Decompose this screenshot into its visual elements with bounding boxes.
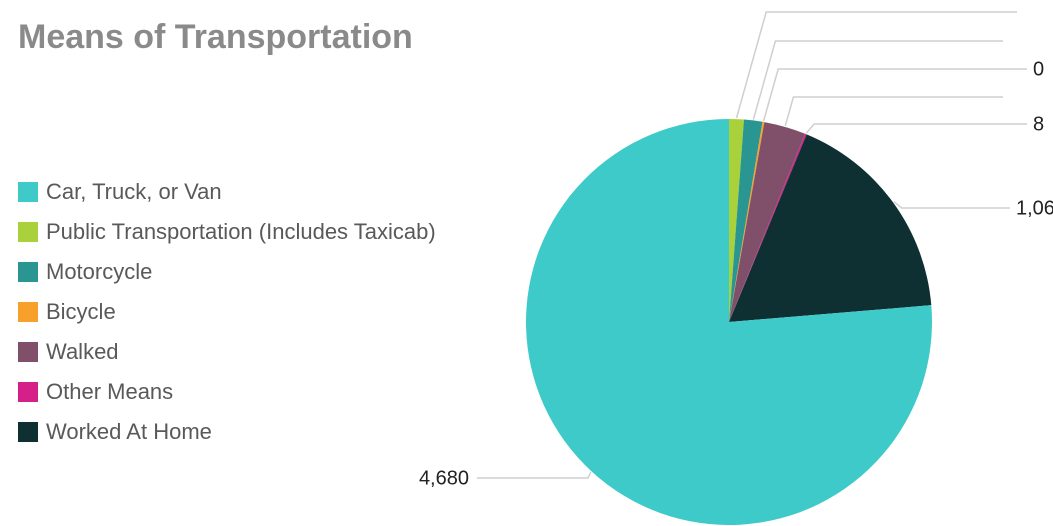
legend-item[interactable]: Other Means	[18, 372, 436, 412]
legend-swatch	[18, 302, 38, 322]
leader-line	[762, 68, 1027, 122]
legend-label: Worked At Home	[46, 419, 212, 444]
leader-line	[752, 40, 1003, 120]
legend-item[interactable]: Worked At Home	[18, 412, 436, 452]
legend-label: Bicycle	[46, 299, 116, 324]
legend-swatch	[18, 342, 38, 362]
legend-swatch	[18, 182, 38, 202]
legend-label: Public Transportation (Includes Taxicab)	[46, 219, 436, 244]
legend: Car, Truck, or Van Public Transportation…	[18, 172, 436, 452]
legend-swatch	[18, 422, 38, 442]
legend-swatch	[18, 262, 38, 282]
legend-label: Walked	[46, 339, 119, 364]
legend-label: Car, Truck, or Van	[46, 179, 222, 204]
pie-slice[interactable]	[729, 121, 765, 322]
legend-label: Motorcycle	[46, 259, 153, 284]
leader-line	[805, 123, 1027, 134]
leader-line	[784, 96, 1003, 127]
data-label: 4,680	[419, 467, 469, 489]
leader-line	[893, 201, 1010, 209]
leader-line	[735, 11, 1017, 119]
legend-item[interactable]: Walked	[18, 332, 436, 372]
legend-item[interactable]: Car, Truck, or Van	[18, 172, 436, 212]
legend-item[interactable]: Motorcycle	[18, 252, 436, 292]
data-label: 0	[1033, 58, 1044, 80]
pie-slice[interactable]	[729, 133, 807, 322]
legend-swatch	[18, 382, 38, 402]
data-label: 1,069	[1016, 197, 1053, 219]
leader-line	[477, 471, 592, 479]
data-label: 8	[1033, 113, 1044, 135]
pie-slice[interactable]	[729, 134, 932, 322]
pie-slice[interactable]	[525, 119, 932, 525]
pie-slice[interactable]	[729, 119, 763, 322]
pie-slice[interactable]	[729, 122, 806, 322]
pie-slice[interactable]	[729, 119, 744, 322]
legend-label: Other Means	[46, 379, 174, 404]
chart-title: Means of Transportation	[18, 18, 413, 56]
legend-item[interactable]: Public Transportation (Includes Taxicab)	[18, 212, 436, 252]
legend-item[interactable]: Bicycle	[18, 292, 436, 332]
legend-swatch	[18, 222, 38, 242]
